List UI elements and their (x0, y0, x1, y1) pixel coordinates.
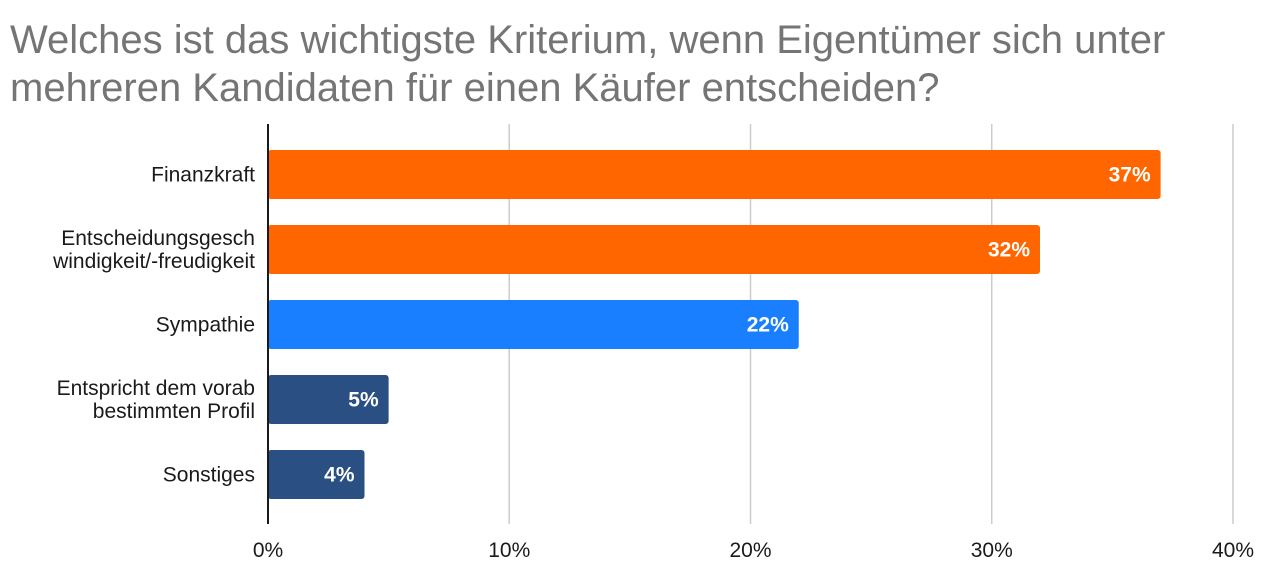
category-label: Entspricht dem vorab bestimmten Profil (57, 377, 255, 423)
bar (268, 450, 365, 499)
category-label: Sympathie (156, 314, 255, 337)
x-tick-label: 40% (1212, 539, 1254, 562)
category-label-line: Sonstiges (163, 464, 255, 487)
x-tick-label: 10% (488, 539, 530, 562)
bar (268, 375, 389, 424)
bars: 37% 32% 22% 5% 4% (268, 150, 1161, 499)
data-label: 32% (988, 239, 1030, 262)
data-label: 5% (348, 389, 379, 412)
category-label-line: Entspricht dem vorab (57, 377, 255, 400)
data-label: 22% (747, 314, 789, 337)
data-label: 37% (1109, 164, 1151, 187)
x-tick-label: 20% (729, 539, 771, 562)
bar (268, 150, 1161, 199)
data-label: 4% (324, 464, 355, 487)
category-label: Finanzkraft (151, 164, 255, 187)
bar (268, 300, 799, 349)
category-label-line: Sympathie (156, 314, 255, 337)
axes: 0% 10% 20% 30% 40% Finanzkraft Entscheidungsge… (52, 124, 1254, 562)
bar (268, 225, 1040, 274)
category-label-line: windigkeit/-freudigkeit (52, 250, 255, 273)
x-tick-label: 30% (971, 539, 1013, 562)
chart-title: Welches ist das wichtigste Kriterium, we… (10, 18, 1166, 110)
category-label: Sonstiges (163, 464, 255, 487)
category-label: Entscheidungsgesch windigkeit/-freudigkei… (52, 227, 255, 273)
x-tick-label: 0% (253, 539, 283, 562)
category-label-line: Finanzkraft (151, 164, 255, 187)
category-label-line: Entscheidungsgesch (61, 227, 255, 250)
category-label-line: bestimmten Profil (93, 400, 255, 423)
